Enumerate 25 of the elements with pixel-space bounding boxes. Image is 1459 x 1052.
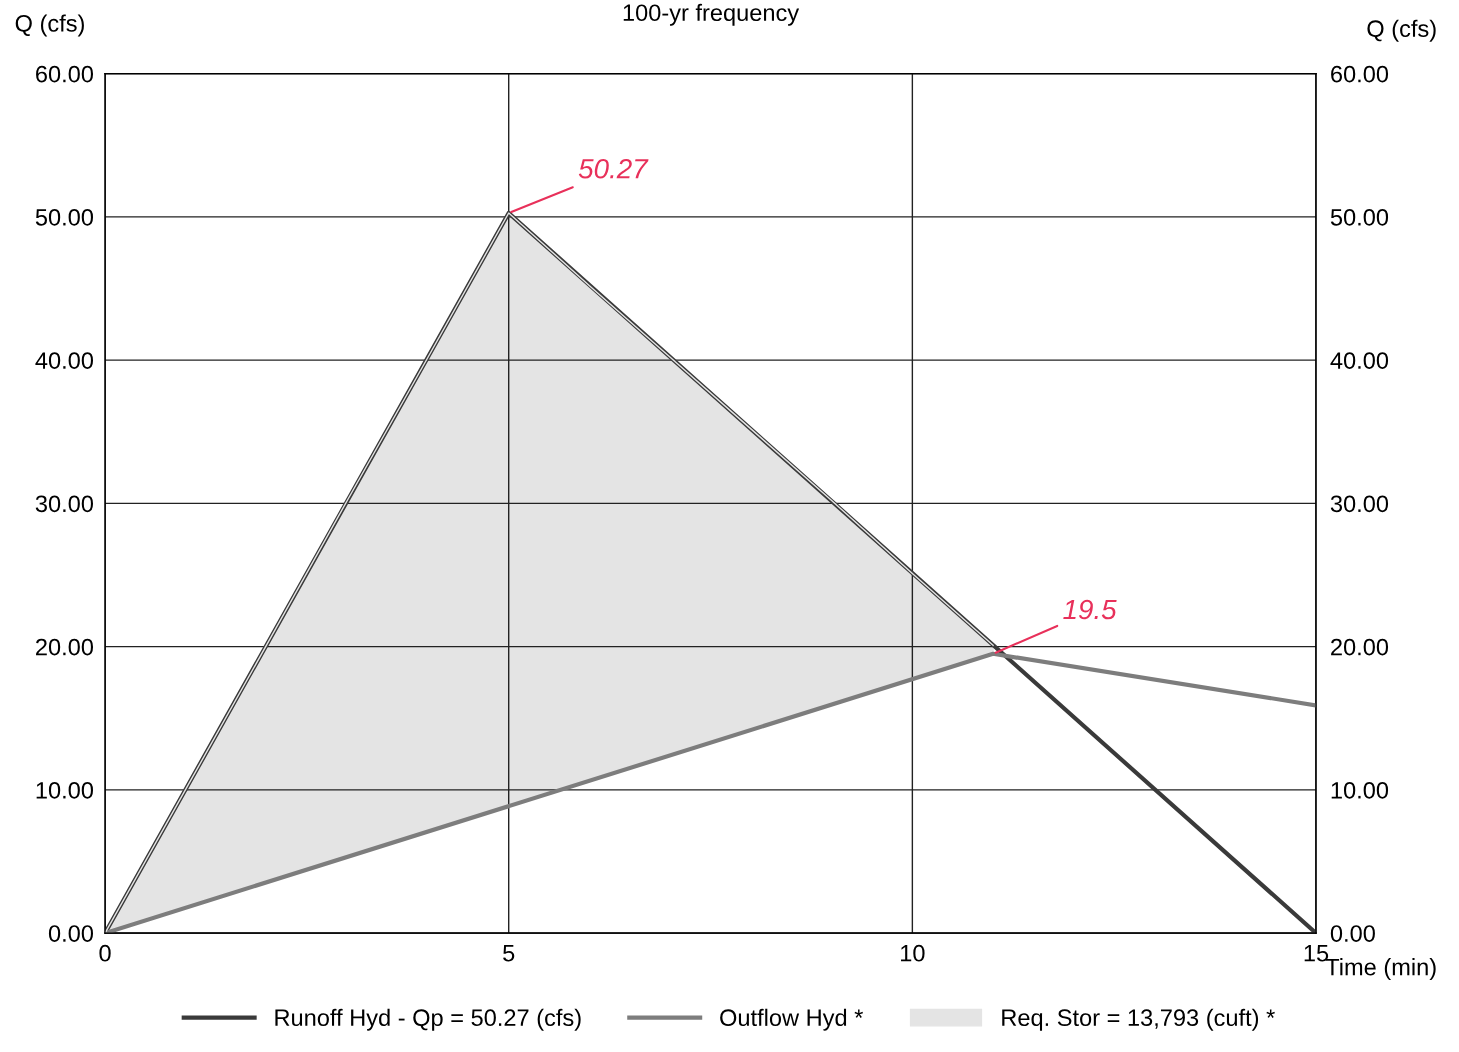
y2-axis-title: Q (cfs)	[1367, 19, 1436, 42]
y-tick-label: 0.00	[48, 925, 94, 942]
chart-title: 100-yr frequency	[623, 3, 800, 26]
legend-label: Outflow Hyd *	[720, 1008, 863, 1031]
legend-label: Runoff Hyd - Qp = 50.27 (cfs)	[275, 1008, 581, 1031]
y-tick-label: 40.00	[35, 352, 94, 369]
y-tick-label: 10.00	[36, 781, 94, 799]
x-tick-label: 10	[901, 944, 925, 962]
y2-tick-label: 0.00	[1330, 925, 1375, 942]
y2-tick-label: 20.00	[1331, 638, 1389, 656]
y2-tick-label: 30.00	[1330, 495, 1389, 513]
annotation: 19.5	[1063, 599, 1117, 620]
x-tick-label: 5	[503, 945, 515, 962]
y-tick-label: 30.00	[35, 495, 94, 513]
y2-tick-label: 10.00	[1331, 781, 1389, 799]
y-tick-label: 20.00	[36, 638, 94, 656]
y-axis-title: Q (cfs)	[15, 14, 84, 37]
y-tick-label: 60.00	[36, 65, 94, 83]
y-tick-label: 50.00	[35, 208, 94, 226]
x-tick-label: 0	[99, 944, 111, 962]
y2-tick-label: 50.00	[1330, 208, 1389, 226]
legend-label: Req. Stor = 13,793 (cuft) *	[1002, 1008, 1275, 1031]
y2-tick-label: 60.00	[1331, 65, 1389, 83]
y2-tick-label: 40.00	[1330, 352, 1389, 369]
annotation: 50.27	[578, 158, 649, 179]
